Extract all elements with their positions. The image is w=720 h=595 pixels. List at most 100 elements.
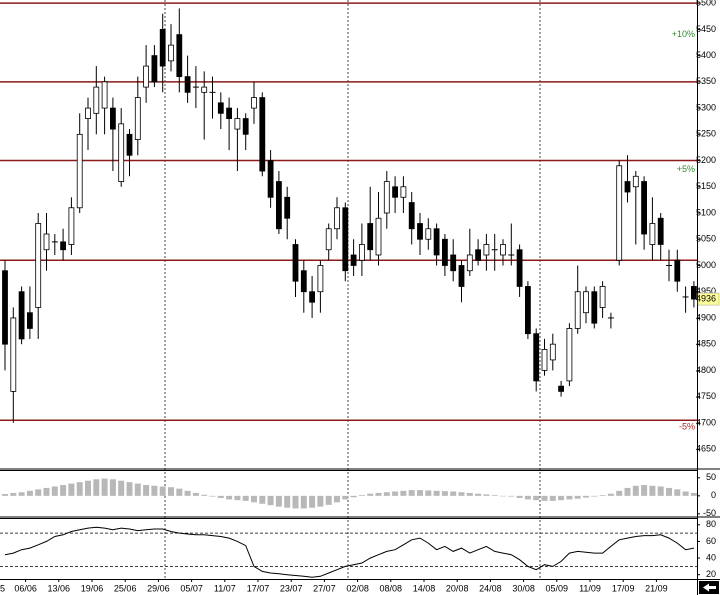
histogram-bar xyxy=(417,490,423,496)
candle-body xyxy=(217,102,224,114)
histogram-bar xyxy=(599,495,606,496)
x-tick-label: 11/09 xyxy=(579,583,601,593)
x-tick-label: 13/06 xyxy=(48,583,71,593)
histogram-bar xyxy=(433,490,440,496)
candle-body xyxy=(317,265,324,293)
y-tick-label: 5400 xyxy=(696,50,716,60)
histogram-bar xyxy=(466,492,473,496)
histogram-bar xyxy=(632,485,639,496)
histogram-bar xyxy=(217,495,224,498)
annotation: +5% xyxy=(677,164,695,174)
candle-body xyxy=(450,254,457,272)
y-tick-label: 5300 xyxy=(696,102,716,112)
histogram-bar xyxy=(682,491,689,496)
x-tick-label: 14/08 xyxy=(413,583,436,593)
candle-body xyxy=(201,86,208,93)
candle-body xyxy=(674,259,681,282)
histogram-bar xyxy=(284,495,291,508)
candle-body xyxy=(93,86,100,114)
candle-body xyxy=(591,291,598,324)
candle-body xyxy=(574,291,581,329)
histogram-bar xyxy=(533,495,540,501)
histogram-bar xyxy=(383,492,390,496)
y-tick-label: 20 xyxy=(706,569,716,579)
x-tick-label: 21/09 xyxy=(645,583,668,593)
annotation: +10% xyxy=(672,29,695,39)
histogram-bar xyxy=(60,485,67,496)
candle-body xyxy=(558,385,564,392)
x-tick-label: 06/06 xyxy=(14,583,37,593)
candle-body xyxy=(475,249,482,261)
x-tick-label: 05/09 xyxy=(546,583,569,593)
candle-body xyxy=(516,249,523,287)
histogram-bar xyxy=(541,495,548,501)
candle-body xyxy=(541,349,548,371)
histogram-bar xyxy=(275,495,282,507)
histogram-bar xyxy=(201,494,208,496)
candle-body xyxy=(110,107,116,130)
candle-body xyxy=(691,286,697,300)
x-tick-label: 11/07 xyxy=(214,583,236,593)
candle-body xyxy=(500,244,506,256)
candle-body xyxy=(441,238,448,266)
histogram-bar xyxy=(657,486,664,496)
candle-body xyxy=(176,34,183,78)
candle-body xyxy=(184,76,191,93)
histogram-bar xyxy=(10,492,17,496)
y-tick-label: 4650 xyxy=(696,443,716,453)
histogram-bar xyxy=(26,490,33,496)
candle-body xyxy=(118,123,125,182)
candle-body xyxy=(242,118,249,135)
candle-body xyxy=(433,228,440,256)
x-tick-label: 25/06 xyxy=(114,583,137,593)
candle-body xyxy=(525,286,531,335)
x-tick-label: 19/06 xyxy=(81,583,104,593)
scroll-arrow[interactable] xyxy=(703,583,716,592)
histogram-bar xyxy=(143,485,150,496)
candle-body xyxy=(168,44,174,62)
histogram-bar xyxy=(292,495,299,509)
histogram-bar xyxy=(375,492,382,496)
histogram-bar xyxy=(500,495,506,497)
candle-body xyxy=(143,65,150,88)
x-tick-label: 29/06 xyxy=(147,583,170,593)
candle-body xyxy=(101,81,108,109)
histogram-bar xyxy=(118,480,125,496)
period-separators xyxy=(164,0,541,579)
x-tick-label: 02/08 xyxy=(346,583,369,593)
histogram-bar xyxy=(35,489,42,496)
histogram-bar xyxy=(259,495,266,504)
histogram-bar xyxy=(159,486,166,496)
candle-body xyxy=(583,291,589,314)
histogram-bar xyxy=(508,495,515,497)
y-tick-label: 0 xyxy=(711,490,716,500)
histogram-bar xyxy=(450,491,457,496)
candle-body xyxy=(358,244,365,261)
y-tick-label: -50 xyxy=(703,508,716,518)
candle-body xyxy=(251,97,257,109)
candle-body xyxy=(267,160,274,198)
histogram-bar xyxy=(666,487,672,496)
x-tick-label: 08/08 xyxy=(380,583,403,593)
y-tick-label: 5150 xyxy=(696,181,716,191)
y-tick-label: 5100 xyxy=(696,207,716,217)
candle-body xyxy=(624,181,631,193)
histogram-bar xyxy=(101,478,108,496)
y-tick-label: 5450 xyxy=(696,24,716,34)
histogram-bar xyxy=(641,485,648,496)
histogram-bar xyxy=(300,495,307,509)
candle-body xyxy=(234,118,241,130)
candle-body xyxy=(151,55,158,83)
candle-body xyxy=(134,97,141,140)
histogram-bar xyxy=(591,495,598,497)
x-tick-label: 17/07 xyxy=(247,583,270,593)
candle-body xyxy=(292,244,299,282)
scroll-button[interactable] xyxy=(699,581,719,594)
histogram-bar xyxy=(184,490,191,496)
candle-body xyxy=(2,270,8,345)
oscillator-line xyxy=(4,526,694,578)
candle-body xyxy=(342,207,349,272)
candle-body xyxy=(649,223,656,245)
